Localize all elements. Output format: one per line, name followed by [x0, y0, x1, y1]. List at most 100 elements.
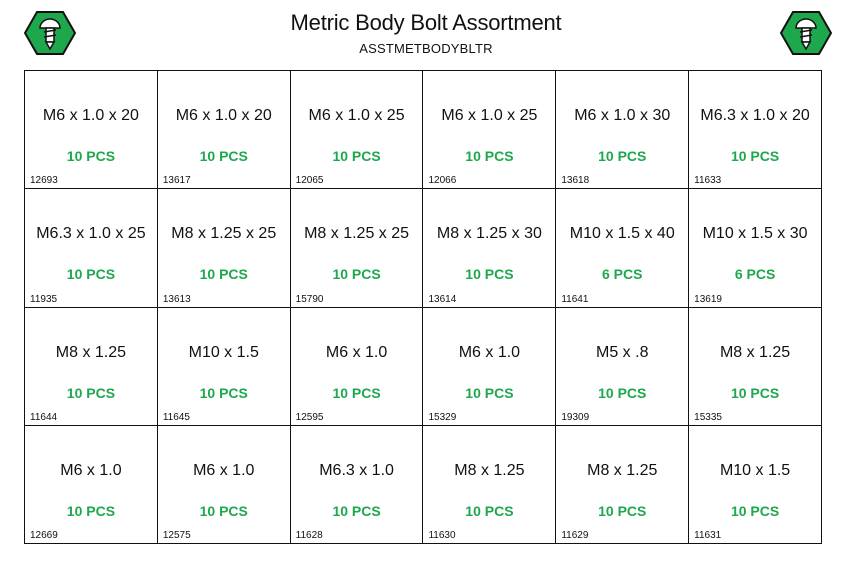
- bolt-size: M6 x 1.0: [458, 343, 521, 361]
- grid-cell: M8 x 1.25 x 25 10 PCS 15790: [290, 189, 424, 308]
- bolt-size: M8 x 1.25 x 25: [304, 225, 410, 243]
- grid-cell: M6 x 1.0 x 30 10 PCS 13618: [556, 71, 690, 190]
- part-number: 11644: [30, 411, 58, 423]
- bolt-quantity: 10 PCS: [465, 384, 514, 401]
- part-number: 13619: [694, 293, 722, 305]
- part-number: 13613: [162, 293, 191, 305]
- bolt-size: M6 x 1.0 x 30: [574, 107, 671, 124]
- bolt-size: M10 x 1.5: [719, 461, 791, 479]
- bolt-quantity: 10 PCS: [332, 384, 381, 401]
- bolt-quantity: 6 PCS: [734, 266, 776, 283]
- page-title: Metric Body Bolt Assortment: [290, 10, 562, 35]
- part-number: 11641: [561, 293, 589, 305]
- bolt-size: M8 x 1.25: [454, 461, 525, 479]
- grid-cell: M10 x 1.5 10 PCS 11645: [157, 307, 291, 426]
- bolt-size: M6 x 1.0: [60, 461, 122, 479]
- bolt-quantity: 10 PCS: [66, 502, 116, 519]
- grid-cell: M6.3 x 1.0 x 20 10 PCS 11633: [689, 71, 822, 190]
- bolt-quantity: 10 PCS: [598, 148, 647, 164]
- bolt-size: M8 x 1.25: [719, 343, 791, 361]
- assortment-grid: M6 x 1.0 x 20 10 PCS 12693 M6 x 1.0 x 20 10…: [24, 70, 822, 544]
- bolt-quantity: 10 PCS: [332, 266, 381, 283]
- bolt-quantity: 10 PCS: [66, 148, 116, 164]
- grid-cell: M6 x 1.0 x 25 10 PCS 12065: [290, 71, 424, 190]
- bolt-size: M6.3 x 1.0: [319, 461, 394, 479]
- bolt-quantity: 10 PCS: [199, 502, 248, 519]
- grid-cell: M8 x 1.25 x 25 10 PCS 13613: [157, 189, 291, 308]
- part-number: 13617: [162, 175, 191, 187]
- part-number: 19309: [561, 411, 590, 423]
- part-number: 12066: [428, 175, 457, 187]
- bolt-quantity: 10 PCS: [465, 148, 514, 164]
- bolt-size: M6 x 1.0 x 25: [441, 107, 538, 124]
- bolt-quantity: 10 PCS: [66, 384, 116, 401]
- part-number: 11645: [162, 411, 190, 423]
- grid-cell: M5 x .8 10 PCS 19309: [556, 307, 690, 426]
- bolt-quantity: 10 PCS: [465, 502, 514, 519]
- bolt-size: M8 x 1.25 x 25: [171, 225, 277, 243]
- part-number: 11628: [295, 530, 323, 541]
- part-number: 11633: [694, 175, 722, 187]
- bolt-quantity: 10 PCS: [332, 148, 381, 164]
- bolt-quantity: 10 PCS: [199, 266, 248, 283]
- grid-cell: M10 x 1.5 x 40 6 PCS 11641: [556, 189, 690, 308]
- bolt-quantity: 10 PCS: [465, 266, 514, 283]
- part-number: 13618: [561, 175, 590, 187]
- grid-cell: M6 x 1.0 10 PCS 12669: [25, 425, 158, 544]
- grid-cell: M6 x 1.0 10 PCS 15329: [423, 307, 557, 426]
- part-number: 15790: [295, 293, 324, 305]
- grid-cell: M10 x 1.5 x 30 6 PCS 13619: [689, 189, 822, 308]
- bolt-size: M6.3 x 1.0 x 20: [700, 107, 810, 124]
- grid-cell: M6 x 1.0 10 PCS 12575: [157, 425, 291, 544]
- grid-cell: M6.3 x 1.0 10 PCS 11628: [290, 425, 424, 544]
- grid-cell: M6 x 1.0 x 25 10 PCS 12066: [423, 71, 557, 190]
- grid-cell: M8 x 1.25 10 PCS 11630: [423, 425, 557, 544]
- screw-hexagon-icon: [780, 11, 832, 55]
- bolt-quantity: 10 PCS: [199, 148, 248, 164]
- bolt-quantity: 10 PCS: [730, 148, 780, 164]
- grid-cell: M6 x 1.0 x 20 10 PCS 13617: [157, 71, 291, 190]
- bolt-size: M8 x 1.25: [587, 461, 658, 479]
- screw-hexagon-icon: [24, 11, 76, 55]
- part-number: 11630: [428, 530, 456, 541]
- part-number: 12065: [295, 175, 324, 187]
- grid-cell: M8 x 1.25 10 PCS 11629: [556, 425, 690, 544]
- part-number: 12595: [295, 411, 324, 423]
- grid-cell: M8 x 1.25 10 PCS 11644: [25, 307, 158, 426]
- bolt-size: M6 x 1.0 x 25: [308, 107, 405, 124]
- bolt-quantity: 10 PCS: [598, 502, 647, 519]
- bolt-size: M10 x 1.5 x 40: [569, 225, 675, 243]
- grid-cell: M8 x 1.25 x 30 10 PCS 13614: [423, 189, 557, 308]
- bolt-quantity: 10 PCS: [66, 266, 116, 283]
- bolt-size: M8 x 1.25: [55, 343, 127, 361]
- bolt-quantity: 10 PCS: [332, 502, 381, 519]
- grid-cell: M6 x 1.0 10 PCS 12595: [290, 307, 424, 426]
- bolt-size: M6 x 1.0 x 20: [42, 107, 139, 124]
- page-header: Metric Body Bolt Assortment ASSTMETBODYB…: [0, 0, 852, 70]
- part-number: 12575: [162, 530, 191, 541]
- bolt-quantity: 6 PCS: [602, 266, 643, 283]
- bolt-size: M5 x .8: [596, 343, 649, 361]
- part-number: 11631: [694, 530, 722, 541]
- bolt-size: M10 x 1.5 x 30: [702, 225, 808, 243]
- bolt-size: M6 x 1.0: [325, 343, 388, 361]
- part-number: 12669: [30, 530, 58, 541]
- part-number: 15329: [428, 411, 457, 423]
- bolt-size: M8 x 1.25 x 30: [436, 225, 542, 243]
- grid-cell: M10 x 1.5 10 PCS 11631: [689, 425, 822, 544]
- grid-cell: M6.3 x 1.0 x 25 10 PCS 11935: [25, 189, 158, 308]
- part-number: 11629: [561, 530, 589, 541]
- part-number: 11935: [30, 293, 58, 305]
- bolt-size: M10 x 1.5: [188, 343, 259, 361]
- bolt-size: M6.3 x 1.0 x 25: [36, 225, 146, 243]
- part-number: 15335: [694, 411, 722, 423]
- page-subtitle: ASSTMETBODYBLTR: [359, 41, 493, 56]
- bolt-quantity: 10 PCS: [598, 384, 647, 401]
- grid-cell: M6 x 1.0 x 20 10 PCS 12693: [25, 71, 158, 190]
- part-number: 13614: [428, 293, 457, 305]
- bolt-size: M6 x 1.0 x 20: [175, 107, 272, 124]
- grid-cell: M8 x 1.25 10 PCS 15335: [689, 307, 822, 426]
- bolt-quantity: 10 PCS: [199, 384, 248, 401]
- bolt-quantity: 10 PCS: [730, 502, 780, 519]
- bolt-size: M6 x 1.0: [193, 461, 255, 479]
